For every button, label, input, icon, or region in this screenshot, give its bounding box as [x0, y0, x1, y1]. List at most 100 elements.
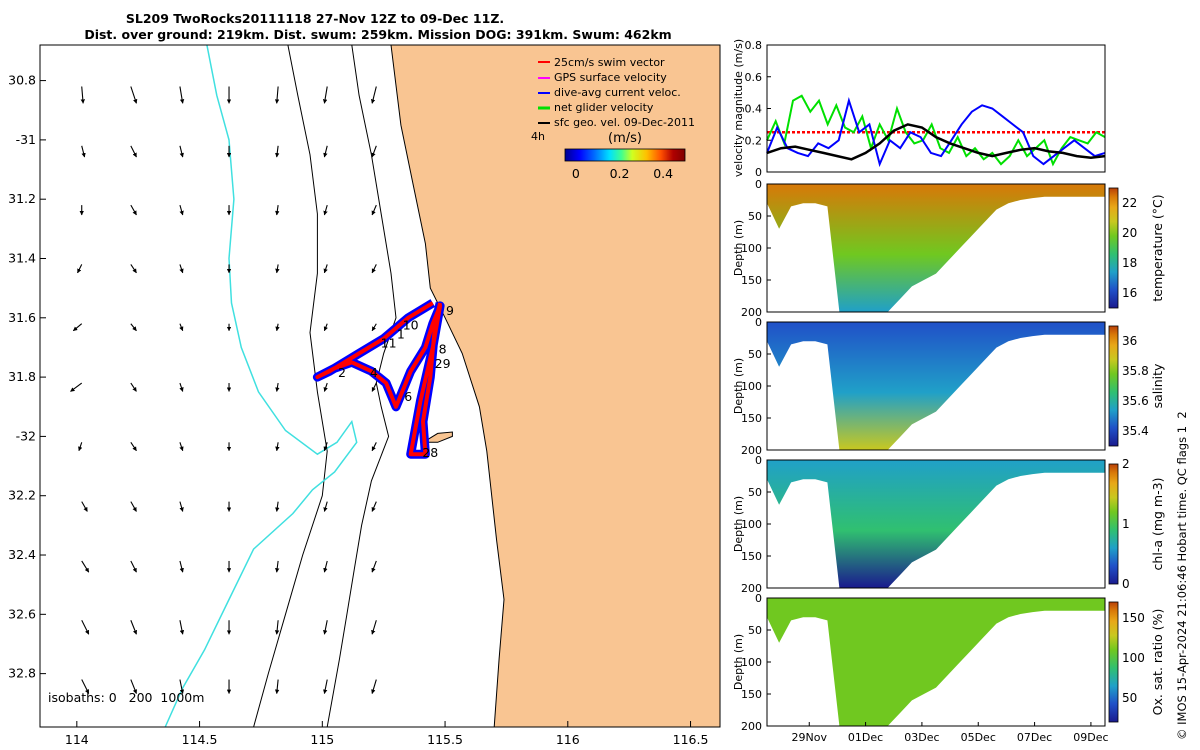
geo-vector — [322, 86, 328, 104]
geo-vector — [179, 204, 184, 216]
colorbar-tick-label: 22 — [1122, 196, 1137, 210]
geo-vector — [323, 442, 328, 452]
geo-vector — [179, 264, 184, 274]
geo-vector — [371, 679, 377, 694]
map-y-tick-label: 32.4 — [8, 547, 36, 562]
map-y-tick-label: 31.6 — [8, 310, 36, 325]
velocity-panel: 0 0.2 0.4 0.6 0.8 velocity magnitude (m/s) — [732, 39, 1106, 179]
section-x-tick-label: 05Dec — [961, 731, 996, 744]
legend-net: net glider velocity — [554, 101, 654, 114]
velocity-ylabel: velocity magnitude (m/s) — [732, 39, 745, 177]
geo-vector — [179, 86, 185, 104]
velocity-series-2 — [766, 97, 1106, 168]
legend-swim: 25cm/s swim vector — [554, 56, 665, 69]
map-x-tick-label: 115 — [310, 732, 334, 747]
section-colorbar — [1108, 463, 1119, 585]
map-colorbar-ticks: 0 0.2 0.4 — [572, 166, 673, 181]
colorbar-tick-label: 35.4 — [1122, 424, 1149, 438]
isobath-1000m — [253, 45, 328, 727]
colorbar-tick-label: 35.6 — [1122, 394, 1149, 408]
section-colorbar — [1108, 187, 1119, 309]
corner-label: 4h — [531, 130, 545, 143]
map-y-ticks: 30.8 -31 31.2 31.4 31.6 31.8 -32 32.2 32.4 32.6 32… — [8, 73, 46, 681]
geo-vector — [323, 501, 328, 512]
map-x-tick-label: 114 — [65, 732, 89, 747]
geo-vector — [323, 679, 328, 694]
legend-gps: GPS surface velocity — [554, 71, 667, 84]
colorbar-label: temperature (°C) — [1150, 194, 1165, 301]
map-y-tick-label: 32.2 — [8, 488, 36, 503]
section-y-tick-label: 100 — [741, 242, 762, 255]
section-salinity: 0 50 100 150 200 Depth (m) 35.4 35.6 35.8 36 salin… — [732, 316, 1165, 457]
geo-vector — [70, 382, 83, 392]
map-y-tick-label: 31.8 — [8, 369, 36, 384]
geo-vector — [130, 204, 137, 216]
section-x-tick-label: 01Dec — [848, 731, 883, 744]
section-y-tick-label: 200 — [741, 582, 762, 595]
section-y-tick-label: 200 — [741, 306, 762, 319]
geo-vector — [323, 264, 328, 274]
geo-vector — [371, 264, 377, 274]
geo-vector — [275, 442, 280, 452]
velocity-series-3 — [766, 123, 1106, 161]
geo-vector — [274, 86, 280, 104]
section-y-tick-label: 200 — [741, 444, 762, 457]
velocity-y-tick-label: 0.8 — [745, 39, 763, 52]
geo-vector — [81, 679, 90, 694]
section-y-tick-label: 150 — [741, 412, 762, 425]
waypoint-label: 4 — [370, 365, 378, 380]
section-y-tick-label: 50 — [748, 348, 762, 361]
section-field — [767, 460, 1105, 588]
map-x-tick-label: 115.5 — [427, 732, 463, 747]
colorbar-tick-label: 1 — [1122, 517, 1130, 531]
geo-vector — [130, 620, 138, 635]
velocity-y-tick-label: 0.4 — [745, 103, 763, 116]
section-colorbar — [1108, 601, 1119, 723]
geo-vector — [323, 560, 328, 573]
geo-vector — [78, 442, 83, 452]
title-line1: SL209 TwoRocks20111118 27-Nov 12Z to 09-… — [126, 11, 504, 26]
map-x-tick-label: 114.5 — [182, 732, 218, 747]
colorbar-tick-label: 150 — [1122, 611, 1145, 625]
geo-vector — [323, 145, 328, 158]
geo-vector — [371, 560, 377, 573]
waypoint-label: 8 — [439, 341, 447, 356]
map-y-tick-label: 31.2 — [8, 191, 36, 206]
glider-track-swim — [315, 301, 443, 457]
legend-current: dive-avg current veloc. — [554, 86, 681, 99]
geo-vector — [179, 560, 184, 573]
waypoint-labels: 1 2 4 6 829 9 10 11 28 — [338, 303, 454, 460]
section-field — [767, 598, 1105, 726]
section-y-tick-label: 0 — [755, 178, 762, 191]
geo-vector — [323, 620, 328, 635]
title-line2: Dist. over ground: 219km. Dist. swum: 25… — [84, 27, 671, 42]
section-y-tick-label: 50 — [748, 486, 762, 499]
coastline — [390, 45, 505, 727]
colorbar-tick-label: 0 — [1122, 577, 1130, 591]
geo-vector — [179, 382, 184, 392]
geo-vector — [370, 86, 377, 104]
section-ylabel: Depth (m) — [732, 496, 745, 552]
geo-vector — [179, 442, 184, 452]
geo-vector — [274, 679, 280, 694]
geo-vector — [81, 560, 90, 573]
section-chl-a: 0 50 100 150 200 Depth (m) 0 1 2 chl-a (mg m-3) — [732, 454, 1165, 595]
geo-vector — [371, 323, 377, 332]
section-x-tick-label: 09Dec — [1073, 731, 1108, 744]
colorbar-tick-label: 2 — [1122, 457, 1130, 471]
geo-vector — [81, 145, 86, 158]
map-y-tick-label: -32 — [16, 428, 36, 443]
velocity-y-tick-label: 0.2 — [745, 134, 763, 147]
map-x-tick-label: 116.5 — [673, 732, 709, 747]
section-y-tick-label: 100 — [741, 656, 762, 669]
geo-vector — [130, 145, 137, 158]
geo-vector — [130, 264, 137, 274]
geo-vector — [130, 442, 137, 452]
waypoint-label: 2 — [338, 365, 346, 380]
map-y-tick-label: 32.6 — [8, 606, 36, 621]
geo-vector — [371, 620, 377, 635]
waypoint-label: 1 — [397, 327, 405, 342]
velocity-lines — [766, 94, 1106, 168]
